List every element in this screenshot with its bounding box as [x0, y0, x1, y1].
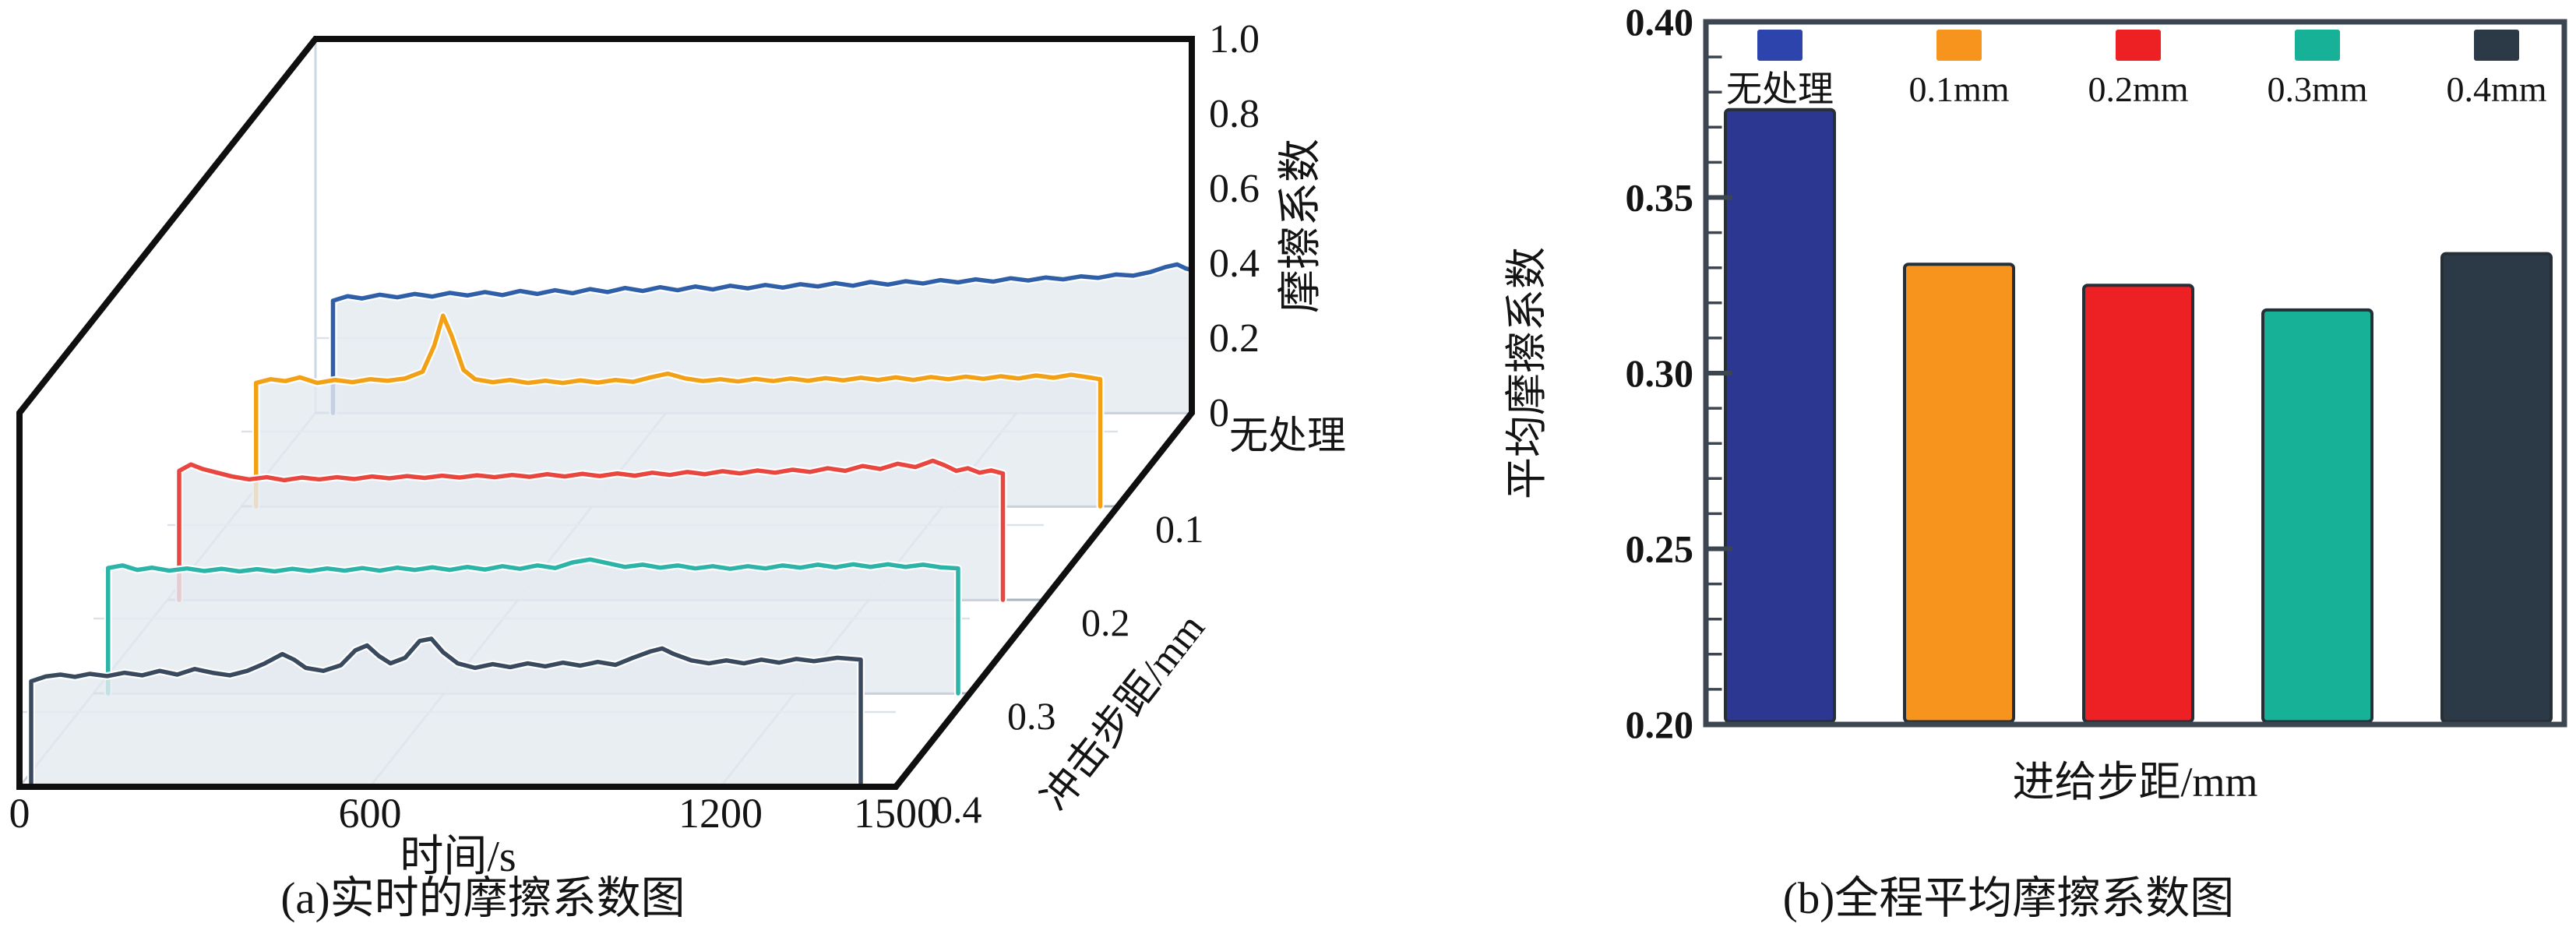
legend-label: 0.3mm [2267, 69, 2367, 109]
y-tick-label: 0.30 [1626, 351, 1694, 395]
legend-label: 0.4mm [2446, 69, 2546, 109]
legend-label: 0.1mm [1908, 69, 2009, 109]
legend-swatch-0.4mm [2474, 30, 2519, 61]
legend-swatch-0.2mm [2116, 30, 2161, 61]
legend-swatch-0.3mm [2295, 30, 2340, 61]
plot-frame [1703, 19, 2567, 728]
axes-box-outline [16, 36, 1195, 790]
bar-无处理 [1724, 108, 1836, 724]
x-axis-title: 进给步距/mm [2012, 759, 2257, 805]
y-tick-label: 0.40 [1626, 0, 1694, 44]
bar-0.3mm [2261, 308, 2373, 724]
y-tick-label: 0.25 [1626, 527, 1694, 571]
x-tick-label: 600 [339, 790, 402, 837]
legend-swatch-无处理 [1757, 30, 1802, 61]
chart-b-bar-chart: 0.20 0.25 0.30 0.35 0.40 无处理 0.1mm 0.2mm 0.3mm 0.… [1503, 0, 2567, 805]
series-line-0.1 [254, 313, 1103, 509]
bar-0.1mm [1903, 263, 2015, 724]
y-tick-label: 0.20 [1626, 703, 1694, 746]
x-tick-label: 1500 [854, 790, 938, 837]
caption-panel-b: (b)全程平均摩擦系数图 [1782, 874, 2235, 923]
depth-tick-label: 0.3 [1007, 694, 1056, 738]
series-line-0.2 [177, 458, 1006, 602]
z-tick-label: 0 [1209, 391, 1229, 435]
depth-tick-label: 0.4 [933, 788, 982, 831]
chart-a-3d-waterfall: 0 0.2 0.4 0.6 0.8 1.0 摩擦系数 0 600 1200 1500 时间/s 无处理 0… [9, 17, 1347, 881]
z-tick-label: 0.6 [1209, 167, 1260, 211]
z-tick-label: 1.0 [1209, 17, 1260, 62]
legend-swatch-0.1mm [1936, 30, 1982, 61]
series-line-无处理 [330, 262, 1194, 415]
legend-label: 0.2mm [2088, 69, 2188, 109]
depth-tick-label: 无处理 [1229, 414, 1346, 457]
depth-tick-label: 0.2 [1081, 601, 1130, 644]
z-tick-label: 0.4 [1209, 241, 1260, 286]
z-tick-label: 0.2 [1209, 316, 1260, 361]
depth-tick-label: 0.1 [1155, 507, 1204, 551]
y-axis-title: 平均摩擦系数 [1503, 247, 1550, 499]
z-tick-label: 0.8 [1209, 92, 1260, 136]
legend-label: 无处理 [1726, 69, 1834, 109]
bar-0.4mm [2440, 252, 2553, 724]
y-tick-label: 0.35 [1626, 176, 1694, 220]
series-line-0.3 [106, 557, 960, 696]
series-line-0.4 [29, 636, 863, 789]
z-axis-title: 摩擦系数 [1277, 139, 1325, 313]
caption-panel-a: (a)实时的摩擦系数图 [280, 874, 685, 923]
x-tick-label: 0 [9, 790, 30, 837]
x-tick-label: 1200 [678, 790, 763, 837]
x-axis-title: 时间/s [400, 833, 516, 881]
bar-0.2mm [2082, 284, 2194, 724]
